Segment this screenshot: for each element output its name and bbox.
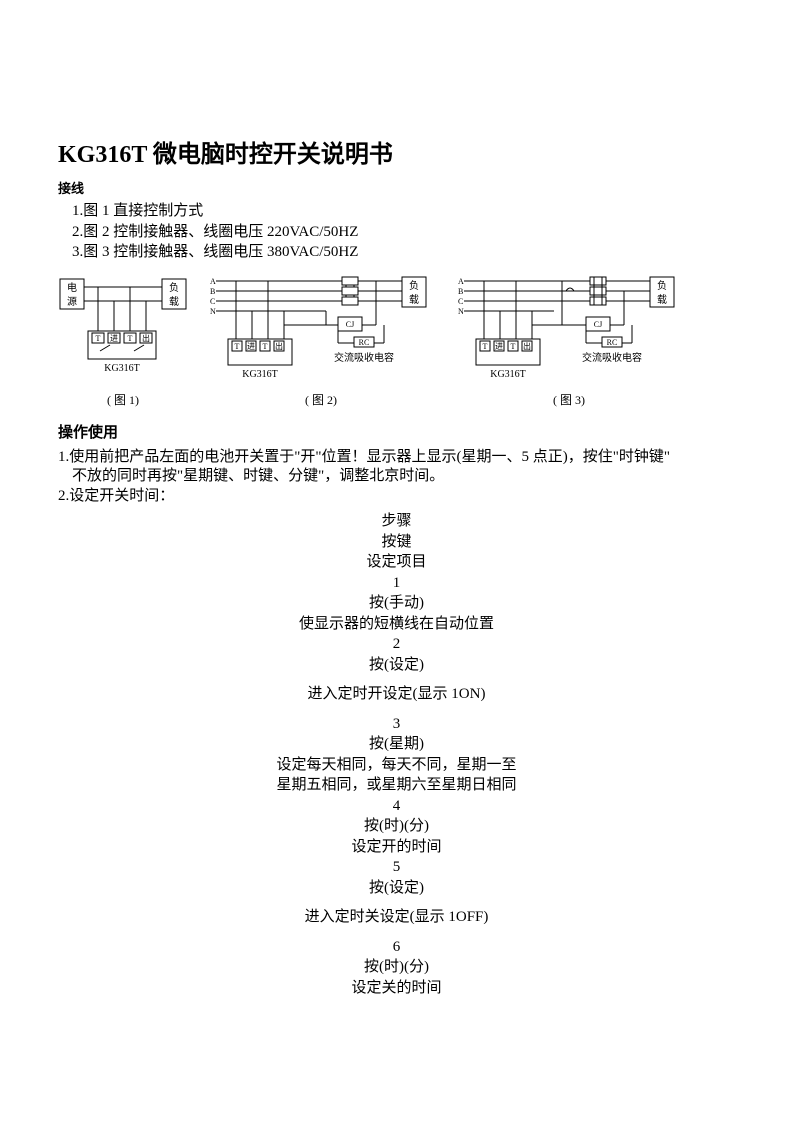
svg-text:负: 负 (657, 279, 667, 292)
svg-text:出: 出 (275, 341, 283, 351)
step-gap (58, 899, 735, 907)
svg-text:出: 出 (142, 333, 150, 343)
wiring-list: 1.图 1 直接控制方式 2.图 2 控制接触器、线圈电压 220VAC/50H… (58, 202, 735, 263)
svg-text:B: B (458, 287, 463, 296)
diagram-3-caption: ( 图 3) (454, 393, 684, 409)
document-title: KG316T 微电脑时控开关说明书 (58, 140, 735, 171)
svg-text:进: 进 (247, 342, 255, 351)
svg-text:KG316T: KG316T (242, 369, 278, 380)
step-desc: 进入定时开设定(显示 1ON) (58, 685, 735, 705)
step-desc: 设定关的时间 (58, 979, 735, 999)
svg-text:进: 进 (110, 334, 118, 343)
step-key: 按(星期) (58, 735, 735, 755)
step-key: 按(时)(分) (58, 817, 735, 837)
operation-line: 2.设定开关时间： (58, 487, 735, 507)
step-desc: 进入定时关设定(显示 1OFF) (58, 908, 735, 928)
svg-text:RC: RC (359, 338, 370, 347)
svg-text:负: 负 (169, 281, 179, 294)
wiring-item: 2.图 2 控制接触器、线圈电压 220VAC/50HZ (72, 223, 735, 243)
step-number: 3 (58, 715, 735, 735)
diagram-2-caption: ( 图 2) (206, 393, 436, 409)
step-desc: 使显示器的短横线在自动位置 (58, 615, 735, 635)
step-number: 5 (58, 858, 735, 878)
step-gap (58, 706, 735, 714)
steps-header: 按键 (58, 533, 735, 553)
svg-text:T: T (511, 342, 516, 351)
svg-text:CJ: CJ (594, 320, 602, 329)
wiring-section-label: 接线 (58, 181, 735, 198)
diagram-2-svg: A B C N 负 载 CJ RC T 进 T 出 交流吸收电容 KG316T (206, 273, 436, 391)
steps-block: 步骤 按键 设定项目 1按(手动)使显示器的短横线在自动位置2按(设定)进入定时… (58, 512, 735, 998)
step-number: 1 (58, 574, 735, 594)
step-desc: 设定每天相同，每天不同，星期一至 (58, 756, 735, 776)
svg-text:B: B (210, 287, 215, 296)
svg-text:T: T (483, 342, 488, 351)
svg-text:交流吸收电容: 交流吸收电容 (334, 351, 394, 364)
step-desc: 星期五相同，或星期六至星期日相同 (58, 776, 735, 796)
operation-line: 不放的同时再按"星期键、时键、分键"，调整北京时间。 (58, 467, 735, 487)
svg-text:RC: RC (607, 338, 618, 347)
diagram-3-svg: A B C N 负 载 CJ RC T 进 T 出 交流吸收电容 KG316T (454, 273, 684, 391)
step-gap (58, 929, 735, 937)
svg-text:出: 出 (523, 341, 531, 351)
svg-text:源: 源 (67, 295, 77, 308)
step-number: 6 (58, 938, 735, 958)
svg-text:CJ: CJ (346, 320, 354, 329)
svg-text:交流吸收电容: 交流吸收电容 (582, 351, 642, 364)
svg-text:载: 载 (409, 294, 419, 306)
steps-header: 步骤 (58, 512, 735, 532)
step-number: 2 (58, 635, 735, 655)
svg-text:T: T (96, 334, 101, 343)
svg-text:A: A (210, 277, 216, 286)
svg-text:载: 载 (657, 294, 667, 306)
svg-text:KG316T: KG316T (104, 363, 140, 374)
wiring-item: 1.图 1 直接控制方式 (72, 202, 735, 222)
svg-text:T: T (128, 334, 133, 343)
step-key: 按(时)(分) (58, 958, 735, 978)
diagram-3: A B C N 负 载 CJ RC T 进 T 出 交流吸收电容 KG316T … (454, 273, 684, 409)
svg-text:C: C (458, 297, 463, 306)
wiring-diagrams: 电 源 负 载 T 进 T 出 KG316T ( 图 1) (58, 273, 735, 409)
operation-line: 1.使用前把产品左面的电池开关置于"开"位置！显示器上显示(星期一、5 点正)，… (58, 448, 735, 468)
diagram-1-caption: ( 图 1) (58, 393, 188, 409)
svg-text:负: 负 (409, 279, 419, 292)
svg-text:N: N (458, 307, 464, 316)
diagram-1: 电 源 负 载 T 进 T 出 KG316T ( 图 1) (58, 273, 188, 409)
operation-text: 1.使用前把产品左面的电池开关置于"开"位置！显示器上显示(星期一、5 点正)，… (58, 448, 735, 507)
wiring-item: 3.图 3 控制接触器、线圈电压 380VAC/50HZ (72, 243, 735, 263)
step-gap (58, 676, 735, 684)
operation-section-label: 操作使用 (58, 424, 735, 444)
step-number: 4 (58, 797, 735, 817)
svg-text:A: A (458, 277, 464, 286)
svg-text:N: N (210, 307, 216, 316)
step-key: 按(手动) (58, 594, 735, 614)
svg-text:载: 载 (169, 296, 179, 308)
svg-text:T: T (235, 342, 240, 351)
step-key: 按(设定) (58, 656, 735, 676)
steps-header: 设定项目 (58, 553, 735, 573)
diagram-1-svg: 电 源 负 载 T 进 T 出 KG316T (58, 273, 188, 391)
diagram-2: A B C N 负 载 CJ RC T 进 T 出 交流吸收电容 KG316T … (206, 273, 436, 409)
svg-text:T: T (263, 342, 268, 351)
svg-text:KG316T: KG316T (490, 369, 526, 380)
svg-text:电: 电 (67, 281, 77, 294)
svg-text:C: C (210, 297, 215, 306)
svg-text:进: 进 (495, 342, 503, 351)
step-key: 按(设定) (58, 879, 735, 899)
step-desc: 设定开的时间 (58, 838, 735, 858)
